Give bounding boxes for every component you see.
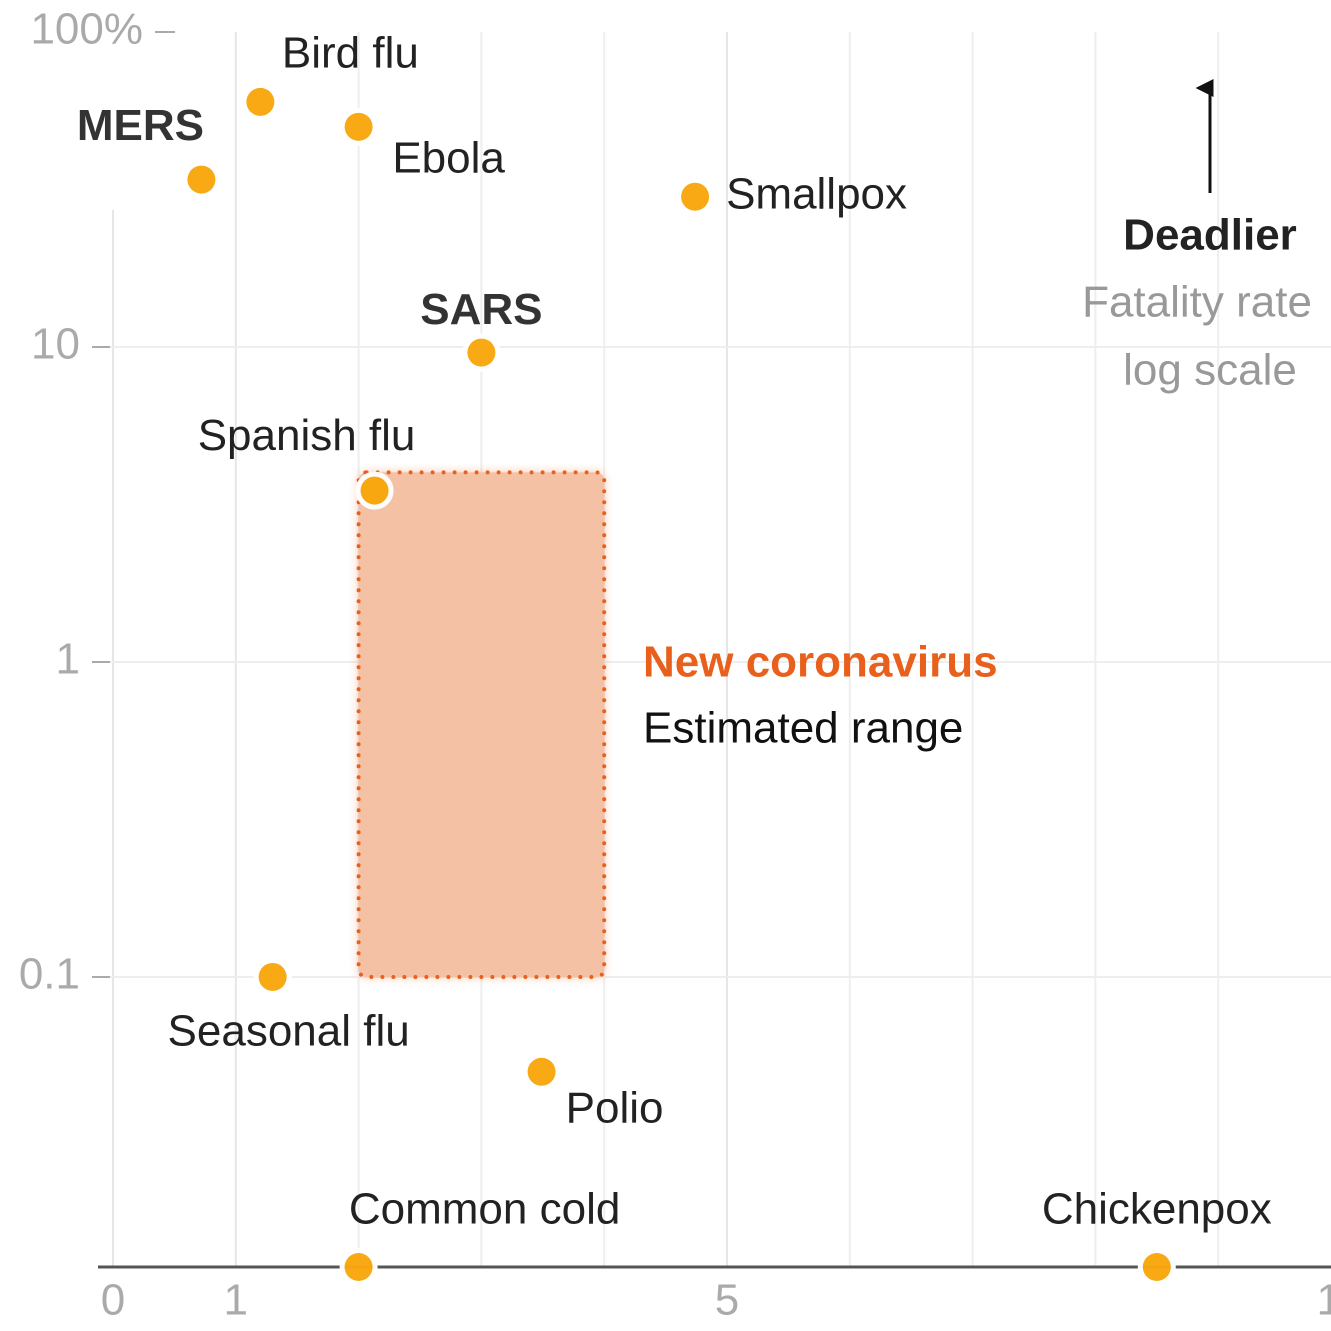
point <box>676 177 715 216</box>
point <box>355 471 394 510</box>
point <box>462 333 501 372</box>
point-label: Common cold <box>349 1185 620 1234</box>
point-label: Bird flu <box>282 29 419 78</box>
y-tick-label: 100% <box>30 5 143 54</box>
y-tick-label: 10 <box>31 320 80 369</box>
axis-note: Fatality rate <box>1082 278 1312 327</box>
direction-label: Deadlier <box>1123 211 1297 260</box>
point <box>241 82 280 121</box>
y-tick-label: 0.1 <box>19 950 80 999</box>
x-tick-label: 5 <box>715 1276 739 1325</box>
point-label: Seasonal flu <box>168 1007 410 1056</box>
point <box>253 957 292 996</box>
range-name: New coronavirus <box>643 638 998 687</box>
x-tick-label: 0 <box>101 1276 125 1325</box>
range-label: Estimated range <box>643 704 963 753</box>
point-label: Spanish flu <box>198 411 416 460</box>
point-label: Smallpox <box>726 169 907 218</box>
point-label: Chickenpox <box>1042 1185 1272 1234</box>
point-label: MERS <box>77 101 204 150</box>
x-tick-label: 10 <box>1317 1276 1331 1325</box>
point <box>182 160 221 199</box>
y-tick-label: 1 <box>56 635 80 684</box>
range-box <box>356 470 607 979</box>
point <box>522 1052 561 1091</box>
point-label: Ebola <box>392 133 505 182</box>
point <box>339 107 378 146</box>
point-label: SARS <box>420 285 542 334</box>
axis-note: log scale <box>1123 346 1297 395</box>
point <box>339 1248 378 1286</box>
point-label: Polio <box>566 1083 664 1132</box>
point <box>1137 1248 1176 1286</box>
x-tick-label: 1 <box>224 1276 248 1325</box>
